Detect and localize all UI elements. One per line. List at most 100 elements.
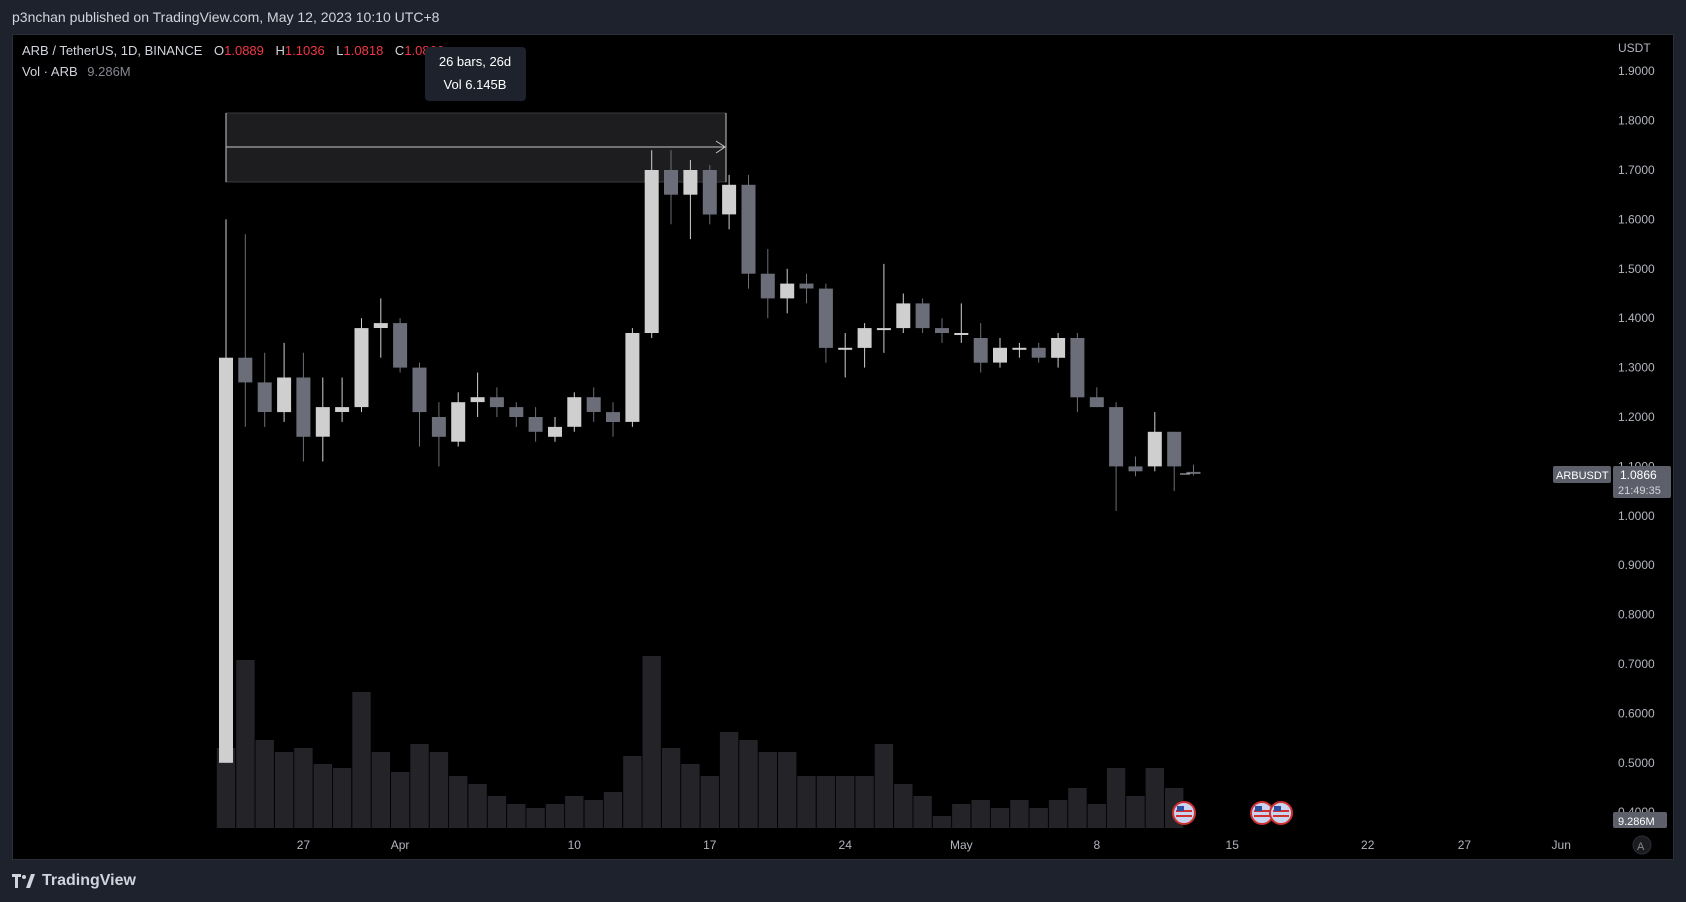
legend-vol-label: Vol · ARB [22, 64, 78, 79]
candle-body[interactable] [625, 333, 640, 422]
price-tick-label: 1.2000 [1618, 410, 1655, 424]
auto-scale-label: A [1637, 841, 1645, 853]
candle-body[interactable] [722, 184, 737, 215]
measure-arrow-head [715, 140, 726, 154]
volume-bar [1106, 768, 1126, 828]
candle-body[interactable] [373, 323, 388, 328]
candle-body[interactable] [296, 377, 311, 437]
candle-body[interactable] [431, 417, 446, 437]
legend-volume[interactable]: Vol · ARB 9.286M [22, 64, 131, 79]
time-tick-label: 15 [1226, 838, 1240, 852]
auto-scale-button[interactable] [1632, 835, 1652, 855]
candle-body[interactable] [393, 323, 408, 368]
candle-body[interactable] [335, 407, 350, 412]
candle-body[interactable] [354, 328, 369, 408]
candle-body[interactable] [1031, 347, 1046, 358]
tradingview-logo-icon [12, 874, 35, 888]
legend-ohlc[interactable]: ARB / TetherUS, 1D, BINANCE O1.0889 H1.1… [22, 43, 444, 58]
legend-c-label: C [395, 43, 404, 58]
volume-bar [565, 796, 584, 828]
us-flag-icon[interactable] [1269, 801, 1293, 825]
legend-l-label: L [336, 43, 343, 58]
volume-bar [797, 776, 816, 828]
price-tick-label: 1.7000 [1618, 163, 1655, 177]
volume-layer [216, 656, 1184, 828]
candle-body[interactable] [219, 357, 233, 763]
candle-body[interactable] [683, 170, 698, 195]
candle-body[interactable] [1070, 338, 1085, 398]
candle-body[interactable] [567, 397, 582, 427]
measure-tooltip-bars: 26 bars, 26d [439, 54, 511, 69]
candle-body[interactable] [238, 357, 253, 383]
candle-body[interactable] [1147, 431, 1162, 467]
time-tick-label: 8 [1093, 838, 1100, 852]
candle-body[interactable] [896, 303, 911, 329]
volume-bar [758, 752, 777, 828]
volume-bar [681, 764, 700, 828]
candle-body[interactable] [1012, 347, 1027, 350]
candle-body[interactable] [586, 397, 601, 412]
candle-body[interactable] [1109, 407, 1124, 467]
price-tick-label: 1.3000 [1618, 361, 1655, 375]
candle-body[interactable] [857, 328, 872, 348]
candle-body[interactable] [548, 426, 562, 437]
volume-bar [391, 772, 410, 828]
volume-bar [932, 816, 952, 828]
candle-body[interactable] [818, 288, 833, 348]
volume-value-badge [1613, 812, 1667, 828]
candle-body[interactable] [741, 184, 756, 274]
candle-body[interactable] [451, 402, 466, 442]
candle-body[interactable] [509, 407, 524, 417]
candle-body[interactable] [1051, 338, 1066, 358]
time-tick-label: Jun [1552, 838, 1571, 852]
volume-bar [894, 784, 913, 828]
candle-body[interactable] [954, 333, 969, 335]
volume-bar [778, 752, 797, 828]
volume-bar [468, 784, 487, 828]
candle-body[interactable] [935, 328, 949, 333]
time-scale[interactable]: 27 Apr 10 17 24 May 8 15 22 27 Jun [297, 838, 1571, 852]
candle-body[interactable] [1089, 397, 1104, 408]
legend-o-value: 1.0889 [224, 43, 264, 58]
footer-brand: TradingView [42, 872, 136, 889]
candle-body[interactable] [412, 367, 427, 413]
candle-body[interactable] [528, 417, 543, 432]
candle-body[interactable] [760, 273, 775, 299]
us-flag-icon[interactable] [1172, 801, 1196, 825]
candle-body[interactable] [489, 397, 504, 408]
candle-body[interactable] [780, 283, 795, 299]
candle-body[interactable] [257, 382, 272, 412]
volume-bar [739, 740, 758, 828]
candle-body[interactable] [1167, 431, 1182, 467]
time-tick-label: 17 [703, 838, 717, 852]
volume-bar [855, 776, 874, 828]
candle-body[interactable] [1186, 471, 1201, 474]
candle-body[interactable] [838, 347, 853, 350]
price-scale[interactable]: 1.9000 1.8000 1.7000 1.6000 1.5000 1.4000 1.30… [1618, 64, 1655, 819]
candle-body[interactable] [606, 412, 620, 422]
volume-bar [719, 732, 739, 828]
last-price-symbol-badge [1553, 466, 1611, 483]
candle-body[interactable] [315, 407, 330, 437]
candle-body[interactable] [1128, 466, 1143, 472]
candle-body[interactable] [993, 347, 1007, 363]
volume-bar [332, 768, 352, 828]
candle-body[interactable] [702, 170, 717, 215]
candle-body[interactable] [664, 170, 678, 195]
legend-h-label: H [276, 43, 285, 58]
tradingview-logo[interactable]: TradingView [12, 870, 136, 892]
price-tick-label: 0.8000 [1618, 608, 1655, 622]
candle-body[interactable] [277, 377, 292, 413]
volume-bar [1048, 800, 1068, 828]
candle-body[interactable] [876, 328, 891, 331]
candle-body[interactable] [644, 170, 659, 333]
volume-bar [623, 756, 642, 828]
candle-body[interactable] [973, 338, 988, 363]
candle-body[interactable] [470, 397, 485, 403]
volume-bar [1068, 788, 1087, 828]
candle-body[interactable] [915, 303, 930, 329]
volume-bar [700, 776, 719, 828]
candle-body[interactable] [799, 283, 814, 289]
legend-h-value: 1.1036 [285, 43, 325, 58]
